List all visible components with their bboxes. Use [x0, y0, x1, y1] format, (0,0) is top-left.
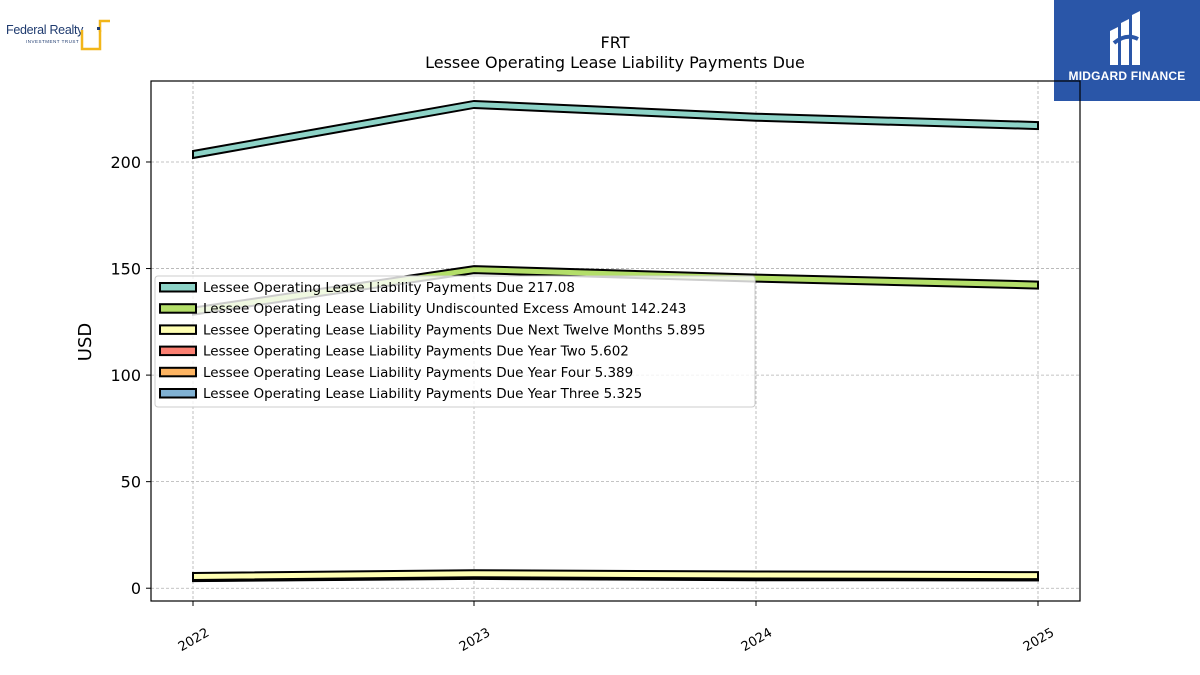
x-tick-label: 2025 [1021, 625, 1057, 655]
legend-swatch [159, 282, 197, 293]
legend: Lessee Operating Lease Liability Payment… [154, 275, 756, 408]
legend-label: Lessee Operating Lease Liability Payment… [203, 280, 575, 296]
legend-swatch [159, 388, 197, 399]
plot-frame [150, 80, 1081, 602]
legend-swatch [159, 366, 197, 378]
legend-label: Lessee Operating Lease Liability Payment… [203, 386, 642, 402]
federal-realty-logo-mark [80, 19, 110, 51]
federal-realty-logo-name: Federal Realty [6, 23, 84, 37]
midgard-finance-logo-mark [1110, 11, 1140, 65]
legend-swatch [159, 345, 197, 357]
y-tick-label: 100 [110, 366, 141, 385]
legend-swatch [159, 324, 197, 335]
midgard-finance-logo-name: MIDGARD FINANCE [1068, 69, 1186, 83]
series-area-3 [192, 569, 1039, 582]
x-tick-label: 2022 [176, 625, 212, 655]
y-tick-label: 200 [110, 153, 141, 172]
legend-swatch [159, 303, 197, 314]
legend-label: Lessee Operating Lease Liability Payment… [203, 322, 705, 338]
y-tick-label: 150 [110, 260, 141, 279]
y-axis-label: USD [75, 323, 96, 361]
federal-realty-logo-subtitle: INVESTMENT TRUST [26, 39, 80, 44]
y-tick-label: 0 [131, 579, 141, 598]
series-area-1 [192, 99, 1039, 160]
chart-subtitle: Lessee Operating Lease Liability Payment… [425, 53, 805, 72]
x-tick-label: 2023 [457, 625, 493, 655]
legend-label: Lessee Operating Lease Liability Undisco… [203, 301, 686, 317]
legend-label: Lessee Operating Lease Liability Payment… [203, 344, 629, 360]
x-tick-label: 2024 [739, 625, 775, 655]
y-tick-label: 50 [121, 473, 141, 492]
midgard-finance-logo: MIDGARD FINANCE [1054, 0, 1200, 101]
legend-label: Lessee Operating Lease Liability Payment… [203, 365, 633, 381]
chart-title: FRT [601, 33, 630, 52]
federal-realty-logo: Federal Realty INVESTMENT TRUST [4, 16, 116, 54]
legend-box [154, 275, 756, 408]
